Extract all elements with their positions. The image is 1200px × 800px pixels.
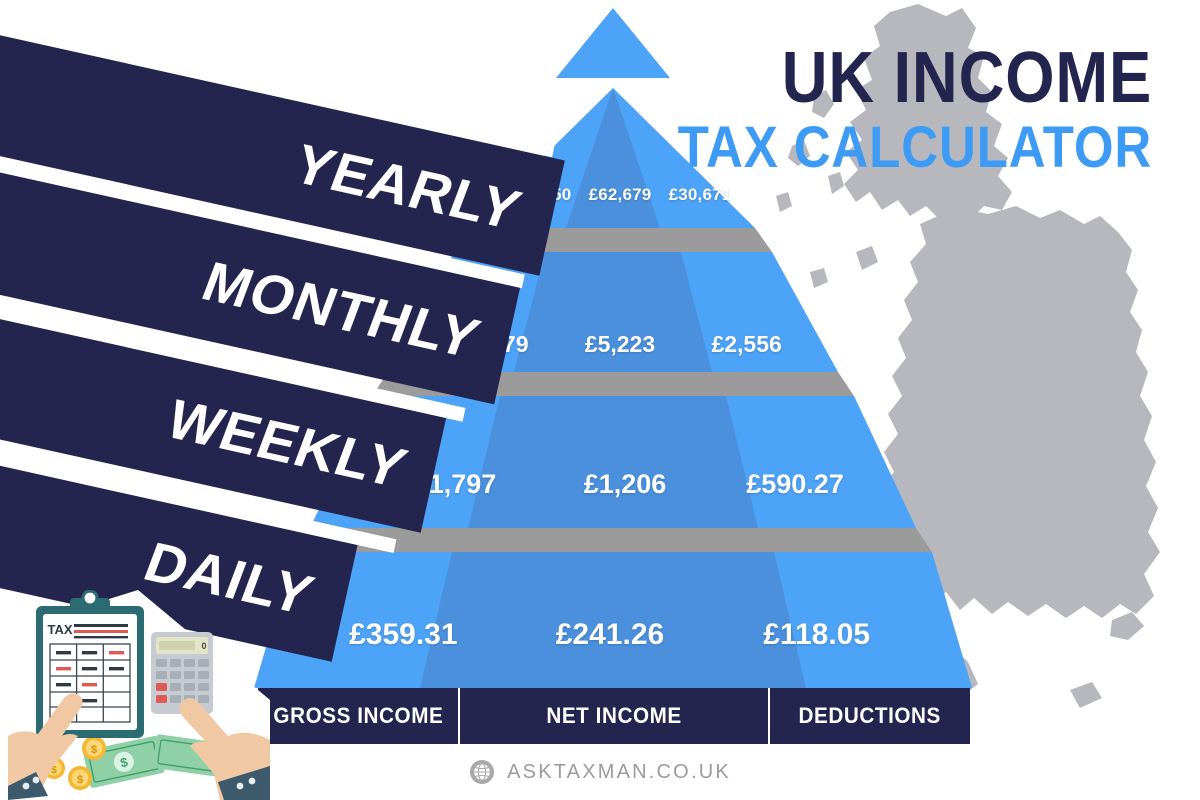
legend-item-net-income: NET INCOME xyxy=(458,688,770,744)
svg-text:$: $ xyxy=(119,754,130,770)
value-monthly-deductions: £2,556 xyxy=(711,330,782,357)
legend-label-net-income: NET INCOME xyxy=(546,703,682,728)
values-row-weekly: £1,797 £1,206 £590.27 xyxy=(370,462,880,506)
legend-item-gross-income: GROSS INCOME xyxy=(258,688,458,744)
coins: $ $ $ xyxy=(43,736,106,790)
page-title: UK INCOME TAX CALCULATOR xyxy=(613,38,1152,181)
calculator-icon: 0 xyxy=(151,632,213,714)
value-daily-net: £241.26 xyxy=(555,618,665,651)
money-bills: $ xyxy=(83,734,222,788)
svg-text:0: 0 xyxy=(201,641,206,651)
legend-label-gross-income: GROSS INCOME xyxy=(273,703,443,728)
value-monthly-net: £5,223 xyxy=(584,330,656,357)
pyramid-tier-weekly xyxy=(310,396,916,528)
pyramid-apex xyxy=(556,8,670,78)
value-weekly-net: £1,206 xyxy=(583,468,667,499)
legend-item-deductions: DEDUCTIONS xyxy=(770,688,970,744)
svg-text:$: $ xyxy=(77,774,83,786)
legend-bar: GROSS INCOME NET INCOME DEDUCTIONS xyxy=(258,688,970,744)
value-daily-gross: £359.31 xyxy=(349,618,458,651)
value-weekly-deductions: £590.27 xyxy=(746,468,844,499)
value-yearly-net: £62,679 xyxy=(588,185,652,204)
footer: ASKTAXMAN.CO.UK xyxy=(0,752,1200,792)
svg-text:$: $ xyxy=(91,744,97,756)
period-label-yearly: YEARLY xyxy=(285,131,531,241)
values-row-daily: £359.31 £241.26 £118.05 xyxy=(300,610,920,660)
value-yearly-deductions: £30,671 xyxy=(668,185,732,204)
tax-clipboard-illustration: $ $ $ $ 0 xyxy=(8,590,270,800)
title-line-1: UK INCOME xyxy=(781,38,1152,118)
right-hand xyxy=(179,698,270,800)
value-daily-deductions: £118.05 xyxy=(763,618,871,651)
title-line-2: TAX CALCULATOR xyxy=(677,115,1152,181)
pyramid-tier-daily xyxy=(254,552,972,688)
footer-website-text: ASKTAXMAN.CO.UK xyxy=(507,760,731,783)
pyramid-step-3 xyxy=(294,528,932,552)
left-hand xyxy=(8,693,83,800)
globe-icon xyxy=(470,760,495,784)
svg-text:TAX: TAX xyxy=(47,622,72,637)
legend-label-deductions: DEDUCTIONS xyxy=(798,703,942,728)
svg-text:$: $ xyxy=(51,765,57,776)
